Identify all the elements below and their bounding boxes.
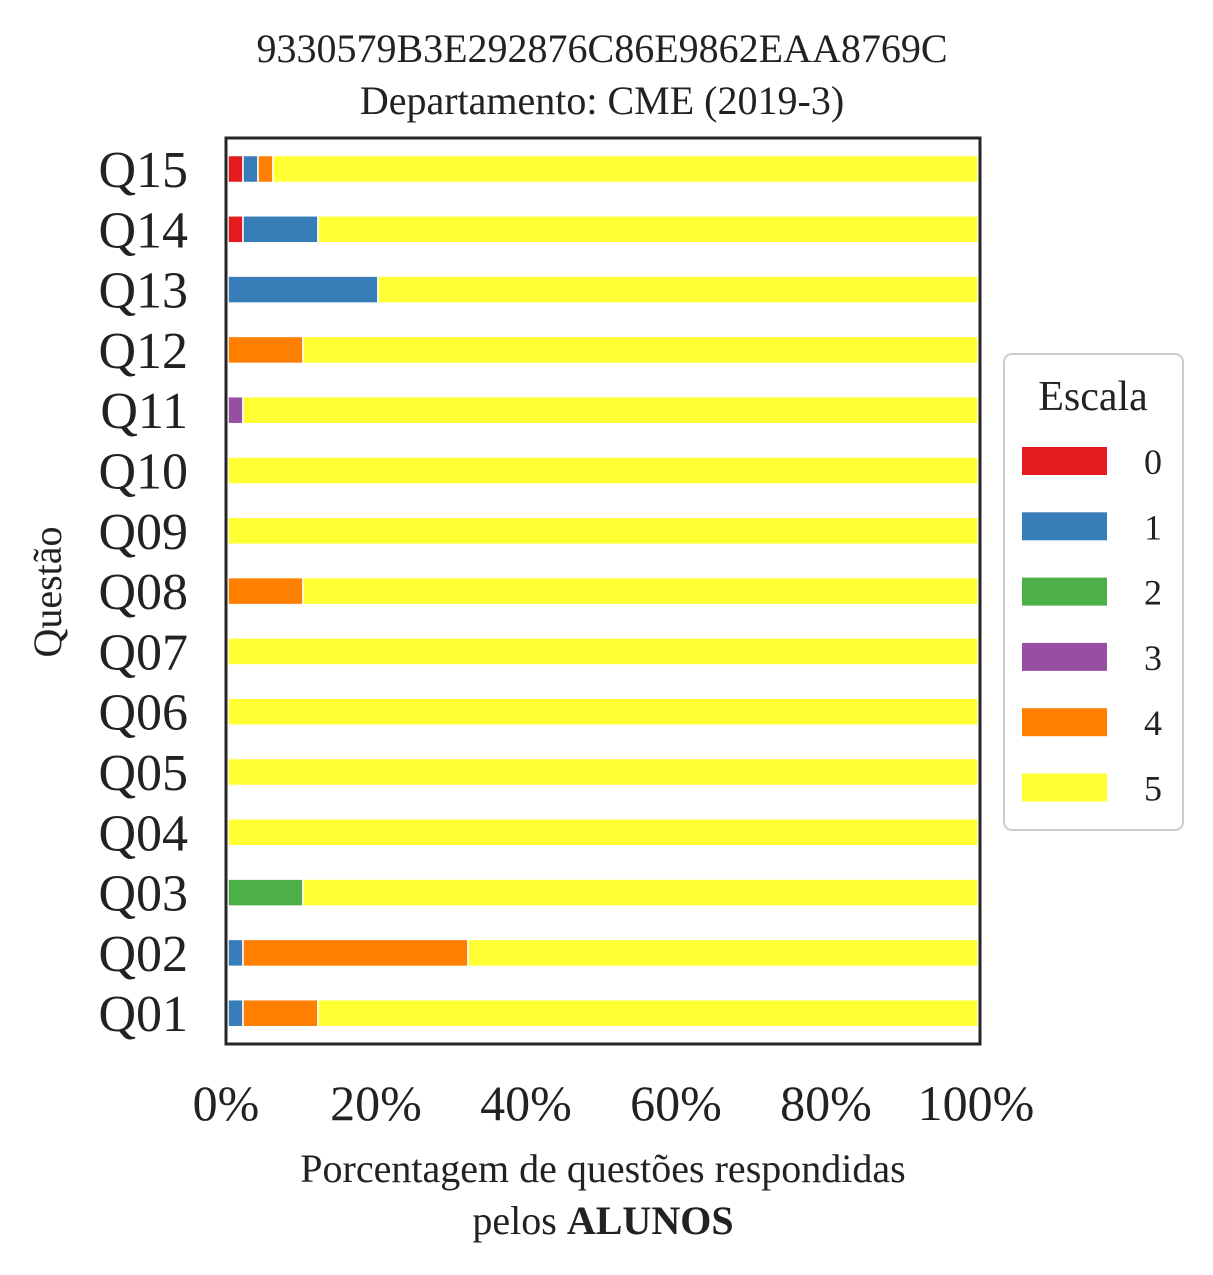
x-tick-label-40: 40%: [480, 1075, 572, 1131]
y-tick-label-q09: Q09: [98, 504, 188, 561]
x-tick-label-20: 20%: [330, 1075, 422, 1131]
bar-q15-scale-4: [257, 154, 274, 184]
bars-group: [227, 154, 979, 1028]
bar-q06-scale-5: [227, 697, 979, 726]
legend-label-5: 5: [1144, 769, 1162, 809]
bar-q15-scale-1: [242, 154, 259, 184]
y-tick-label-q02: Q02: [98, 926, 188, 983]
y-axis-label: Questão: [25, 526, 70, 657]
bar-q12-scale-4: [227, 335, 304, 365]
bar-q02-scale-5: [467, 938, 979, 968]
legend-swatch-0: [1022, 447, 1107, 475]
legend-swatch-4: [1022, 708, 1107, 737]
x-axis-label: Porcentagem de questões respondidas: [300, 1146, 905, 1191]
y-tick-label-q13: Q13: [98, 263, 188, 320]
legend-label-0: 0: [1144, 442, 1162, 482]
bar-q08-scale-4: [227, 576, 304, 606]
legend-title: Escala: [1038, 374, 1148, 420]
chart-title: 9330579B3E292876C86E9862EAA8769C: [256, 26, 947, 71]
bar-q12-scale-5: [302, 335, 979, 365]
bar-q13-scale-5: [377, 275, 979, 304]
x-axis-label-bold: ALUNOS: [567, 1198, 734, 1243]
bar-q15-scale-5: [272, 154, 979, 184]
y-tick-label-q07: Q07: [98, 624, 188, 681]
bar-q14-scale-1: [242, 215, 319, 244]
legend-swatch-2: [1022, 577, 1107, 606]
x-tick-label-100: 100%: [918, 1075, 1035, 1131]
x-tick-labels: 0% 20% 40% 60% 80% 100%: [193, 1075, 1035, 1131]
bar-q07-scale-5: [227, 637, 979, 666]
x-axis-label-prefix: pelos: [472, 1198, 566, 1243]
bar-q11-scale-3: [227, 395, 244, 425]
y-tick-label-q14: Q14: [98, 202, 188, 259]
y-tick-label-q15: Q15: [98, 142, 188, 199]
bar-q14-scale-0: [227, 215, 244, 244]
bar-q10-scale-5: [227, 456, 979, 485]
y-tick-label-q08: Q08: [98, 564, 188, 621]
bar-q03-scale-5: [302, 878, 979, 907]
bar-q01-scale-1: [227, 998, 244, 1028]
legend-items: 0 1 2 3 4 5: [1022, 442, 1162, 809]
y-tick-labels: Q01Q02Q03Q04Q05Q06Q07Q08Q09Q10Q11Q12Q13Q…: [98, 142, 188, 1043]
bar-q02-scale-1: [227, 938, 244, 968]
bar-q09-scale-5: [227, 516, 979, 546]
x-tick-label-60: 60%: [630, 1075, 722, 1131]
bar-q13-scale-1: [227, 275, 379, 304]
y-tick-label-q11: Q11: [100, 383, 188, 440]
bar-q01-scale-5: [317, 998, 979, 1028]
x-axis-label-line2: pelos ALUNOS: [472, 1198, 733, 1243]
x-tick-label-0: 0%: [193, 1075, 260, 1131]
bar-q15-scale-0: [227, 154, 244, 184]
y-tick-label-q12: Q12: [98, 323, 188, 380]
legend-swatch-5: [1022, 773, 1107, 802]
legend-label-1: 1: [1144, 507, 1162, 547]
legend-label-4: 4: [1144, 703, 1162, 743]
bar-q14-scale-5: [317, 215, 979, 244]
bar-q05-scale-5: [227, 757, 979, 787]
y-tick-label-q05: Q05: [98, 745, 188, 802]
chart-subtitle: Departamento: CME (2019-3): [360, 78, 844, 123]
plot-frame: [224, 136, 982, 1046]
plot-area: [224, 136, 982, 1046]
legend-label-3: 3: [1144, 638, 1162, 678]
legend-label-2: 2: [1144, 573, 1162, 613]
y-tick-label-q03: Q03: [98, 866, 188, 923]
x-tick-label-80: 80%: [780, 1075, 872, 1131]
y-tick-label-q10: Q10: [98, 444, 188, 501]
legend: Escala 0 1 2 3 4 5: [1003, 353, 1184, 831]
bar-q03-scale-2: [227, 878, 304, 907]
y-tick-label-q06: Q06: [98, 685, 188, 742]
y-tick-label-q01: Q01: [98, 986, 188, 1043]
bar-q11-scale-5: [242, 395, 979, 425]
bar-q02-scale-4: [242, 938, 469, 968]
legend-swatch-3: [1022, 642, 1107, 671]
legend-swatch-1: [1022, 512, 1107, 541]
bar-q01-scale-4: [242, 998, 319, 1028]
bar-q04-scale-5: [227, 818, 979, 847]
bar-q08-scale-5: [302, 576, 979, 606]
y-tick-label-q04: Q04: [98, 805, 188, 862]
